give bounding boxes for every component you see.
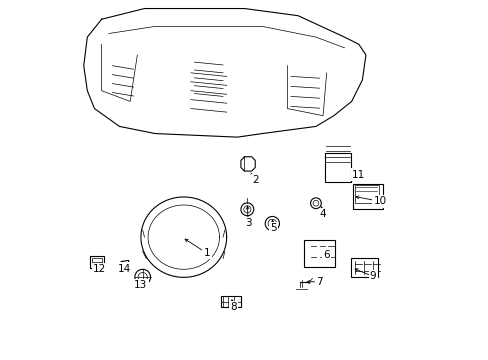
Bar	[352, 184, 382, 208]
Text: 4: 4	[319, 209, 325, 219]
Text: 6: 6	[323, 250, 329, 260]
Text: 2: 2	[251, 175, 258, 185]
Text: 10: 10	[373, 197, 386, 206]
Text: 14: 14	[117, 264, 130, 274]
Bar	[354, 185, 378, 203]
Bar	[90, 256, 104, 269]
Text: 1: 1	[203, 248, 210, 258]
Text: 11: 11	[351, 170, 365, 180]
Bar	[324, 153, 351, 182]
Bar	[92, 258, 102, 266]
Bar	[350, 258, 377, 277]
Text: 3: 3	[244, 218, 251, 228]
Text: 8: 8	[230, 302, 237, 312]
Text: 7: 7	[316, 277, 322, 287]
Text: 5: 5	[269, 223, 276, 233]
Bar	[304, 240, 334, 267]
Text: 13: 13	[134, 280, 147, 291]
Text: 9: 9	[369, 271, 376, 282]
Text: 12: 12	[93, 264, 106, 274]
